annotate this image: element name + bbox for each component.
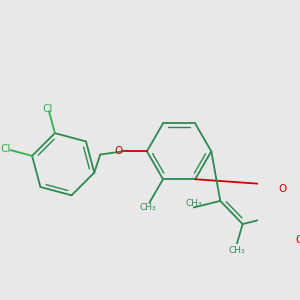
Text: CH₃: CH₃ bbox=[229, 246, 245, 255]
Text: O: O bbox=[114, 146, 123, 156]
Text: CH₃: CH₃ bbox=[185, 199, 202, 208]
Text: O: O bbox=[296, 235, 300, 244]
Text: Cl: Cl bbox=[43, 104, 53, 114]
Text: CH₃: CH₃ bbox=[140, 203, 157, 212]
Text: O: O bbox=[279, 184, 287, 194]
Text: Cl: Cl bbox=[1, 145, 11, 154]
